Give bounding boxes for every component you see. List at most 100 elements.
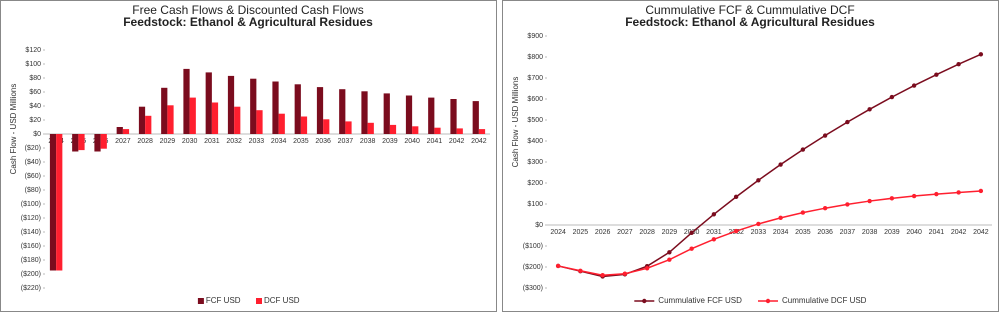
- marker: [934, 72, 939, 77]
- bar: [145, 115, 152, 134]
- x-tick-label: 2041: [929, 229, 945, 236]
- bar: [167, 105, 174, 134]
- x-tick-label: 2031: [706, 229, 722, 236]
- y-tick-label: $120: [25, 47, 41, 54]
- bar: [316, 87, 324, 134]
- y-tick-label: $80: [29, 75, 41, 82]
- legend-label: FCF USD: [206, 296, 241, 305]
- marker: [778, 215, 783, 221]
- x-tick-label: 2040: [906, 229, 922, 236]
- y-tick-label: ($60): [25, 173, 41, 180]
- y-tick-label: ($20): [25, 145, 41, 152]
- marker: [934, 191, 939, 197]
- legend-label: DCF USD: [264, 296, 300, 305]
- x-tick-label: 2029: [662, 229, 678, 236]
- x-tick-label: 2038: [862, 229, 878, 236]
- marker: [578, 268, 583, 273]
- line: [557, 190, 981, 276]
- bar: [339, 89, 346, 134]
- bar: [272, 81, 279, 134]
- bar: [211, 102, 219, 134]
- bar: [227, 75, 235, 134]
- chart-title: Free Cash Flows & Discounted Cash Flows: [132, 3, 363, 17]
- x-tick-label: 2030: [182, 138, 198, 145]
- bar: [434, 127, 441, 134]
- y-tick-label: $500: [527, 117, 543, 124]
- y-tick-label: $0: [535, 222, 543, 229]
- bar: [116, 127, 123, 134]
- x-tick-label: 2031: [204, 138, 220, 145]
- marker: [622, 271, 628, 276]
- y-tick-label: ($300): [523, 285, 543, 292]
- bar: [138, 106, 146, 134]
- x-tick-label: 2024: [550, 229, 566, 236]
- bar: [94, 134, 101, 152]
- legend-label: Cummulative DCF USD: [782, 296, 867, 305]
- x-tick-label: 2042: [973, 229, 989, 236]
- y-tick-label: ($160): [21, 243, 41, 250]
- bar: [189, 97, 196, 134]
- bar: [122, 129, 130, 134]
- marker: [689, 246, 694, 251]
- bar: [389, 124, 397, 134]
- marker: [800, 147, 806, 152]
- x-tick-label: 2038: [360, 138, 376, 145]
- x-tick-label: 2037: [338, 138, 354, 145]
- y-tick-label: ($100): [523, 243, 543, 250]
- x-tick-label: 2035: [795, 229, 811, 236]
- x-tick-label: 2026: [595, 229, 611, 236]
- y-tick-label: $100: [527, 201, 543, 208]
- marker: [956, 61, 961, 67]
- bar: [361, 91, 368, 134]
- bar: [56, 134, 63, 271]
- line: [557, 53, 982, 278]
- y-tick-label: ($220): [21, 285, 41, 292]
- x-tick-label: 2034: [773, 229, 789, 236]
- chart-subtitle: Feedstock: Ethanol & Agricultural Residu…: [625, 15, 875, 29]
- y-axis-title: Cash Flow - USD Millions: [9, 84, 18, 175]
- marker: [600, 272, 605, 278]
- x-tick-label: 2033: [751, 229, 767, 236]
- marker: [889, 196, 895, 201]
- bar: [250, 78, 257, 134]
- bar: [383, 93, 390, 134]
- bar: [234, 106, 241, 134]
- bar: [456, 128, 463, 134]
- y-tick-label: ($180): [21, 257, 41, 264]
- marker: [822, 133, 828, 138]
- bar: [78, 134, 85, 151]
- y-tick-label: ($200): [523, 264, 543, 271]
- legend-swatch: [197, 298, 204, 304]
- bar: [412, 126, 419, 134]
- x-tick-label: 2033: [249, 138, 265, 145]
- marker: [711, 237, 717, 242]
- marker: [867, 198, 872, 204]
- bar: [49, 134, 57, 271]
- marker: [778, 162, 783, 167]
- x-tick-label: 2042: [471, 138, 487, 145]
- x-tick-label: 2040: [404, 138, 420, 145]
- chart-subtitle: Feedstock: Ethanol & Agricultural Residu…: [123, 15, 373, 29]
- marker: [711, 212, 717, 217]
- y-tick-label: ($120): [21, 215, 41, 222]
- x-tick-label: 2029: [160, 138, 176, 145]
- marker: [689, 230, 694, 235]
- marker: [911, 83, 917, 88]
- marker: [978, 52, 984, 57]
- marker: [756, 221, 761, 227]
- bar: [300, 116, 308, 134]
- y-tick-label: $300: [527, 159, 543, 166]
- y-tick-label: ($40): [25, 159, 41, 166]
- y-tick-label: ($140): [21, 229, 41, 236]
- bar: [100, 134, 107, 149]
- x-tick-label: 2041: [427, 138, 443, 145]
- marker: [644, 266, 650, 271]
- y-tick-label: $40: [29, 103, 41, 110]
- marker: [889, 94, 895, 100]
- x-tick-label: 2027: [115, 138, 131, 145]
- legend-swatch: [765, 298, 771, 304]
- marker: [555, 263, 561, 269]
- y-tick-label: $700: [527, 75, 543, 82]
- y-tick-label: ($200): [21, 271, 41, 278]
- bar: [428, 97, 435, 134]
